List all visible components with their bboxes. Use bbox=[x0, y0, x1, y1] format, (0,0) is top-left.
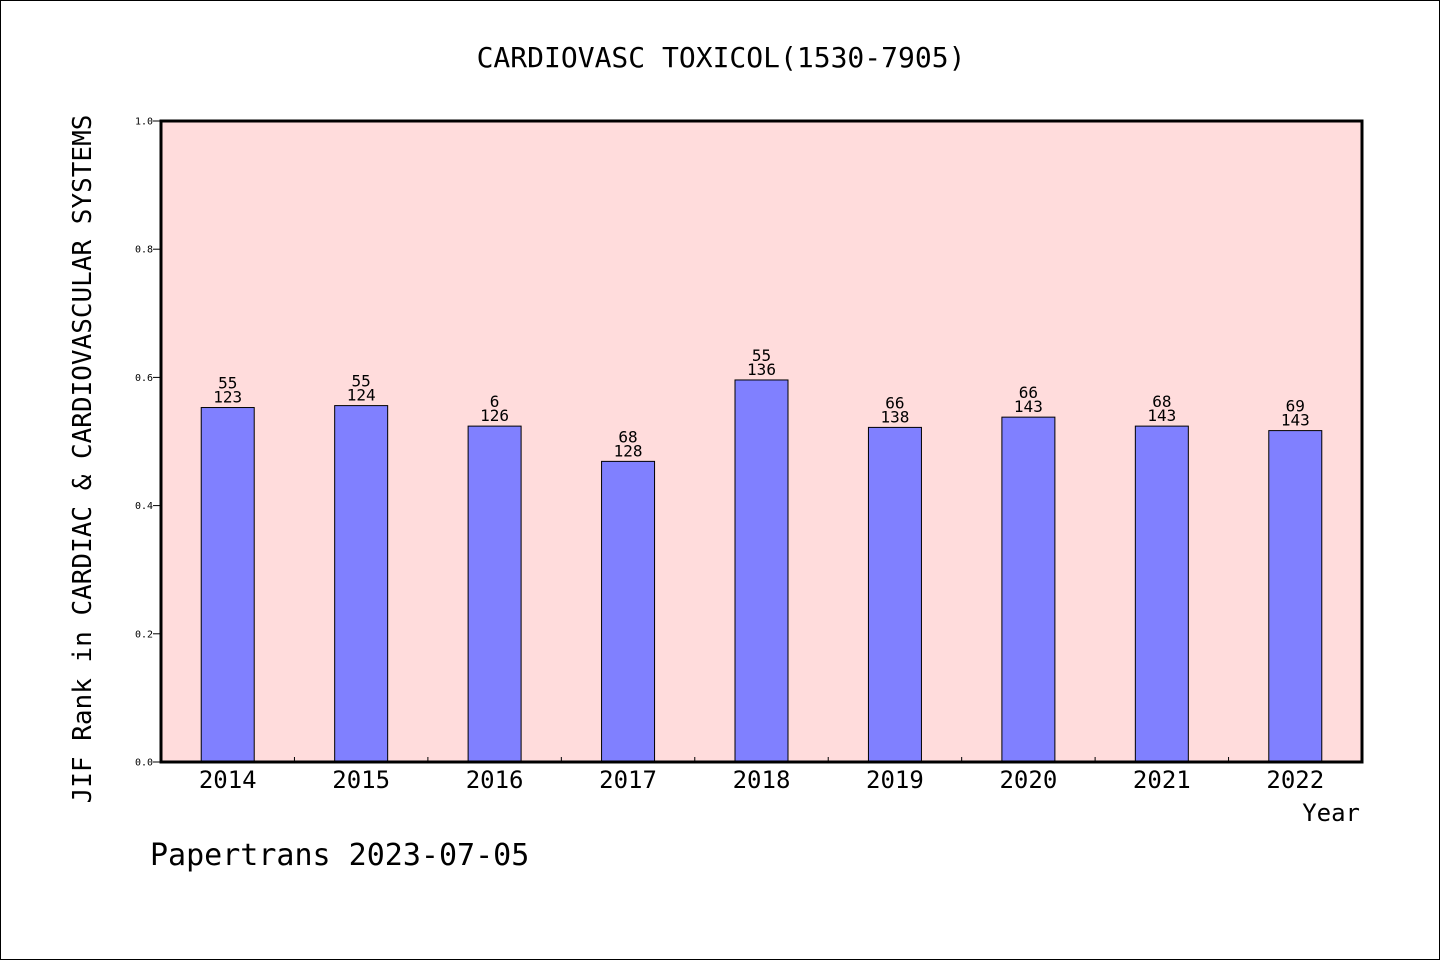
chart-title: CARDIOVASC TOXICOL(1530-7905) bbox=[477, 41, 966, 74]
plot-border bbox=[159, 119, 1364, 764]
bar-rank-label: 66 bbox=[1019, 383, 1038, 402]
bar-rank-label: 69 bbox=[1286, 397, 1305, 416]
y-tick-label: 0.4 bbox=[135, 501, 153, 512]
bar-2020 bbox=[1001, 416, 1056, 763]
bar-2021 bbox=[1134, 425, 1189, 763]
bar-total-label: 143 bbox=[1147, 406, 1176, 425]
bar-rank-label: 55 bbox=[752, 346, 771, 365]
x-tick-label: 2022 bbox=[1266, 766, 1324, 794]
bars-group bbox=[200, 379, 1323, 763]
x-tick-label: 2020 bbox=[999, 766, 1057, 794]
bar-rank-label: 6 bbox=[490, 392, 500, 411]
bar-2018 bbox=[734, 379, 789, 763]
bar-total-label: 124 bbox=[347, 386, 376, 405]
bar-total-label: 143 bbox=[1281, 411, 1310, 430]
bar-rank-label: 55 bbox=[218, 374, 237, 393]
bar-total-label: 128 bbox=[614, 441, 643, 460]
x-tick-label: 2014 bbox=[199, 766, 257, 794]
footer-credit: Papertrans 2023-07-05 bbox=[150, 838, 529, 873]
x-tick-label: 2018 bbox=[733, 766, 791, 794]
bar-2014 bbox=[200, 407, 255, 763]
x-tick-label: 2021 bbox=[1133, 766, 1191, 794]
bar-2016 bbox=[467, 425, 522, 763]
bar-2017 bbox=[601, 460, 656, 763]
y-tick-label: 1.0 bbox=[135, 117, 153, 128]
bar-total-label: 123 bbox=[213, 388, 242, 407]
y-axis-ticks: 0.0 0.2 0.4 0.6 0.8 1.0 bbox=[135, 117, 161, 769]
bar-total-label: 136 bbox=[747, 360, 776, 379]
bar-2019 bbox=[867, 426, 922, 763]
bar-total-label: 138 bbox=[880, 407, 909, 426]
bar-2022 bbox=[1268, 430, 1323, 763]
bar-2015 bbox=[334, 405, 389, 763]
bar-rank-label: 68 bbox=[1152, 392, 1171, 411]
x-tick-label: 2019 bbox=[866, 766, 924, 794]
bar-rank-label: 55 bbox=[352, 372, 371, 391]
x-tick-label: 2015 bbox=[332, 766, 390, 794]
y-axis-label: JIF Rank in CARDIAC & CARDIOVASCULAR SYS… bbox=[68, 115, 98, 804]
y-tick-label: 0.2 bbox=[135, 629, 153, 640]
bar-rank-label: 68 bbox=[618, 427, 637, 446]
x-axis-label: Year bbox=[1302, 799, 1360, 827]
bar-rank-label: 66 bbox=[885, 393, 904, 412]
x-tick-label: 2017 bbox=[599, 766, 657, 794]
x-tick-label: 2016 bbox=[466, 766, 524, 794]
y-tick-label: 0.6 bbox=[135, 373, 153, 384]
y-tick-label: 0.8 bbox=[135, 245, 153, 256]
x-axis-ticks: 2014 2015 2016 2017 2018 2019 2020 2021 2022 bbox=[199, 757, 1324, 794]
y-tick-label: 0.0 bbox=[135, 758, 153, 769]
bar-total-label: 126 bbox=[480, 406, 509, 425]
bar-total-label: 143 bbox=[1014, 397, 1043, 416]
